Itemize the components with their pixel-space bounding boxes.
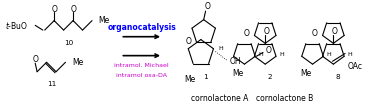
Text: Me: Me [184,75,196,84]
Text: H: H [327,52,332,57]
Text: $t$-BuO: $t$-BuO [5,20,29,31]
Text: Me: Me [232,69,243,78]
Text: H: H [259,52,263,57]
Text: 10: 10 [64,40,73,46]
Text: H: H [347,52,352,57]
Text: intramol oxa-DA: intramol oxa-DA [116,73,167,78]
Text: H: H [279,52,284,57]
Text: O: O [332,27,337,35]
Text: OH: OH [229,57,241,66]
Text: O: O [204,2,211,11]
Text: cornolactone B: cornolactone B [256,94,313,103]
Text: O: O [70,5,76,14]
Text: O: O [32,55,38,64]
Text: O: O [266,46,272,55]
Text: O: O [263,27,269,35]
Text: O: O [186,37,192,46]
Text: O: O [311,29,317,38]
Text: cornolactone A: cornolactone A [191,94,248,103]
Text: OAc: OAc [347,62,363,71]
Text: Me: Me [72,58,84,67]
Text: O: O [51,5,57,14]
Text: Me: Me [99,16,110,25]
Text: 2: 2 [268,74,272,80]
Text: 11: 11 [46,81,56,87]
Text: O: O [243,29,249,38]
Text: organocatalysis: organocatalysis [107,23,176,32]
Text: Me: Me [300,69,311,78]
Text: 1: 1 [203,74,208,80]
Text: 8: 8 [336,74,341,80]
Text: H: H [218,46,223,51]
Text: intramol. Michael: intramol. Michael [115,63,169,68]
